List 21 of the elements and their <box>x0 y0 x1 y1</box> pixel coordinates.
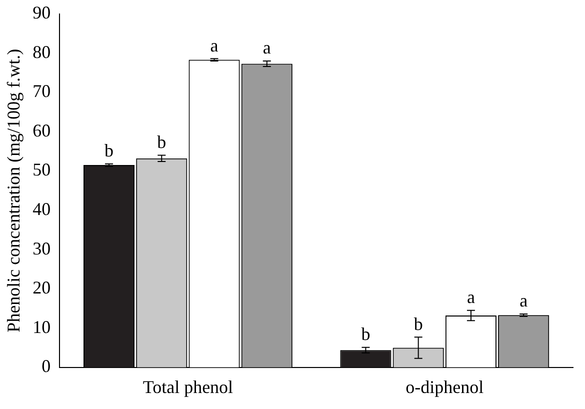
data-label: b <box>414 314 423 334</box>
y-tick-label: 60 <box>32 120 51 140</box>
y-axis-title: Phenolic concentration (mg/100g f.wt.) <box>4 48 24 332</box>
x-tick-label: o-diphenol <box>406 376 484 397</box>
data-label: b <box>104 140 114 161</box>
data-label: a <box>520 290 528 311</box>
y-tick-label: 90 <box>32 2 51 23</box>
y-tick-label: 80 <box>32 42 51 62</box>
data-label: a <box>262 38 271 58</box>
y-tick-label: 30 <box>32 238 51 258</box>
y-tick-label: 20 <box>32 278 51 298</box>
y-tick-label: 40 <box>32 198 51 219</box>
x-tick-label: Total phenol <box>142 376 234 397</box>
y-tick-label: 70 <box>32 81 51 102</box>
data-label: a <box>210 35 218 56</box>
data-label: b <box>157 132 166 152</box>
data-label: b <box>361 324 370 344</box>
y-tick-label: 10 <box>32 316 51 337</box>
y-tick-label: 50 <box>32 160 51 180</box>
y-tick-label: 0 <box>42 356 51 376</box>
data-label: a <box>466 287 475 308</box>
